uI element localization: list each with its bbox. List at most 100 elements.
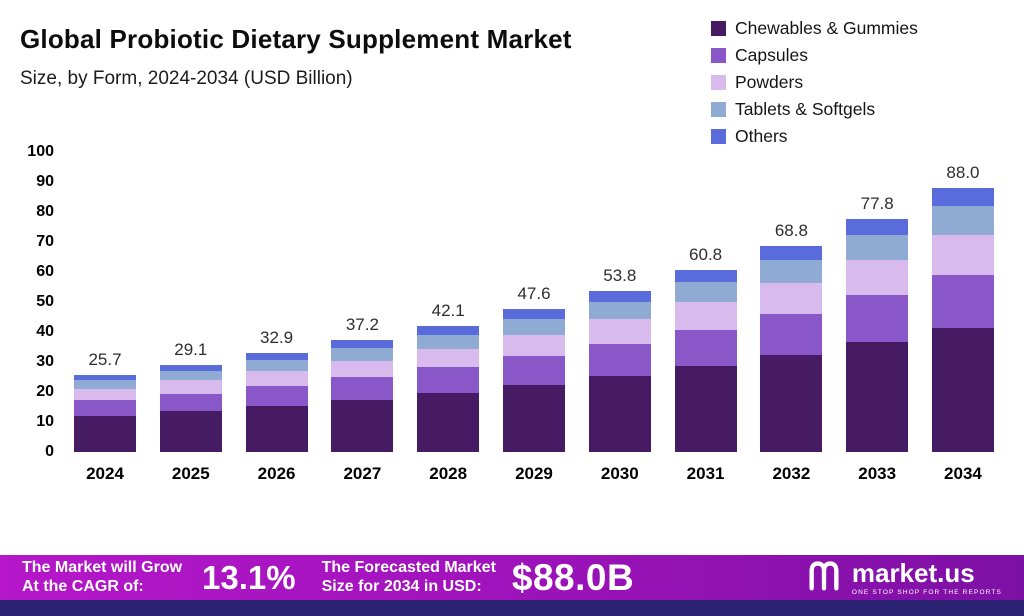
market-us-logo: market.us ONE STOP SHOP FOR THE REPORTS bbox=[805, 556, 1002, 599]
bar-segment bbox=[846, 295, 909, 343]
bar-column: 47.6 2029 bbox=[502, 152, 565, 498]
bar-column: 60.8 2031 bbox=[674, 152, 737, 498]
bar-segment bbox=[502, 319, 565, 336]
bar-stack: 29.1 bbox=[159, 152, 222, 452]
bar-segment bbox=[159, 410, 222, 452]
bar-column: 68.8 2032 bbox=[760, 152, 823, 498]
bar-segment bbox=[931, 188, 994, 207]
bar-segment bbox=[760, 355, 823, 452]
legend-label: Others bbox=[735, 126, 788, 146]
bar-segment bbox=[417, 348, 480, 368]
bar-column: 88.0 2034 bbox=[931, 152, 994, 498]
bar-segment bbox=[760, 313, 823, 356]
bar-segment bbox=[931, 235, 994, 276]
bar-segment bbox=[245, 371, 308, 386]
y-tick-label: 100 bbox=[27, 143, 54, 160]
bar-segment bbox=[331, 399, 394, 452]
brand-name: market.us bbox=[851, 557, 975, 588]
y-tick-label: 90 bbox=[36, 173, 54, 190]
bar-segment bbox=[588, 301, 651, 320]
bar-segment bbox=[417, 392, 480, 452]
bar-segment bbox=[760, 260, 823, 283]
bar-segment bbox=[245, 360, 308, 372]
x-axis-label: 2033 bbox=[858, 464, 897, 483]
bar-segment bbox=[588, 319, 651, 344]
legend-swatch bbox=[711, 48, 726, 63]
bar-segment bbox=[331, 377, 394, 400]
market-us-logo-icon bbox=[805, 556, 843, 599]
bar-column: 77.8 2033 bbox=[846, 152, 909, 498]
bar-column: 29.1 2025 bbox=[159, 152, 222, 498]
y-tick-label: 20 bbox=[36, 383, 54, 400]
forecast-label-line1: The Forecasted Market bbox=[321, 558, 496, 576]
x-axis-label: 2029 bbox=[515, 464, 553, 483]
bar-stack: 37.2 bbox=[331, 152, 394, 452]
bar-segment bbox=[417, 334, 480, 349]
legend-item: Chewables & Gummies bbox=[711, 18, 918, 39]
bar-segment bbox=[846, 342, 909, 452]
legend-label: Chewables & Gummies bbox=[735, 18, 918, 38]
legend-label: Capsules bbox=[735, 45, 808, 65]
bar-stack: 42.1 bbox=[417, 152, 480, 452]
bar-segment bbox=[159, 370, 222, 381]
bar-stack: 53.8 bbox=[588, 152, 651, 452]
bar-segment bbox=[159, 380, 222, 394]
bar-segment bbox=[674, 269, 737, 283]
bar-total-label: 88.0 bbox=[946, 163, 980, 183]
legend-swatch bbox=[711, 21, 726, 36]
bar-total-label: 42.1 bbox=[431, 300, 465, 320]
page-title: Global Probiotic Dietary Supplement Mark… bbox=[20, 24, 572, 54]
stacked-bar-chart: 0 10 20 30 40 50 60 70 80 90 100 25.7 2024 29.1 2025 3… bbox=[0, 143, 1024, 498]
bar-segment bbox=[245, 405, 308, 452]
bar-segment bbox=[502, 335, 565, 357]
bar-segment bbox=[74, 380, 136, 389]
legend-swatch bbox=[711, 102, 726, 117]
bar-column: 25.7 2024 bbox=[74, 152, 136, 498]
legend-item: Tablets & Softgels bbox=[711, 99, 918, 120]
legend-label: Powders bbox=[735, 72, 804, 92]
bar-column: 42.1 2028 bbox=[417, 152, 480, 498]
bar-segment bbox=[931, 206, 994, 236]
x-axis-label: 2028 bbox=[429, 464, 468, 483]
x-axis-label: 2030 bbox=[600, 464, 639, 483]
bar-segment bbox=[931, 327, 994, 452]
bar-segment bbox=[331, 340, 394, 349]
legend-item: Others bbox=[711, 126, 918, 147]
bar-segment bbox=[331, 348, 394, 361]
legend-swatch bbox=[711, 75, 726, 90]
forecast-label: The Forecasted Market Size for 2034 in U… bbox=[322, 559, 496, 597]
cagr-value: 13.1% bbox=[202, 558, 296, 596]
y-tick-label: 0 bbox=[45, 443, 54, 460]
x-axis-label: 2034 bbox=[944, 464, 982, 483]
legend-label: Tablets & Softgels bbox=[735, 99, 876, 119]
legend-swatch bbox=[711, 129, 726, 144]
bar-column: 53.8 2030 bbox=[588, 152, 651, 498]
bar-segment bbox=[74, 415, 136, 452]
legend-item: Capsules bbox=[711, 45, 918, 66]
bar-stack: 32.9 bbox=[245, 152, 308, 452]
bar-column: 37.2 2027 bbox=[331, 152, 394, 498]
bar-segment bbox=[502, 384, 565, 452]
bar-segment bbox=[502, 356, 565, 385]
bar-segment bbox=[245, 353, 308, 361]
bar-stack: 60.8 bbox=[674, 152, 737, 452]
y-tick-label: 50 bbox=[36, 293, 54, 310]
bar-total-label: 25.7 bbox=[88, 349, 122, 369]
bar-stack: 47.6 bbox=[502, 152, 565, 452]
legend: Chewables & Gummies Capsules Powders Tablet… bbox=[711, 18, 918, 147]
y-tick-label: 70 bbox=[36, 233, 54, 250]
bar-segment bbox=[846, 234, 909, 261]
bar-total-label: 47.6 bbox=[517, 284, 551, 304]
bar-segment bbox=[674, 329, 737, 367]
forecast-label-line2: Size for 2034 in USD: bbox=[321, 577, 482, 595]
x-axis-label: 2025 bbox=[171, 464, 210, 483]
bar-total-label: 53.8 bbox=[603, 265, 637, 285]
bar-total-label: 77.8 bbox=[860, 193, 894, 213]
bar-stack: 77.8 bbox=[846, 152, 909, 452]
x-axis-label: 2027 bbox=[343, 464, 382, 483]
bar-segment bbox=[846, 218, 909, 235]
bar-segment bbox=[417, 325, 480, 335]
bar-total-label: 68.8 bbox=[774, 220, 808, 240]
footer-banner: The Market will Grow At the CAGR of: 13.… bbox=[0, 555, 1024, 600]
